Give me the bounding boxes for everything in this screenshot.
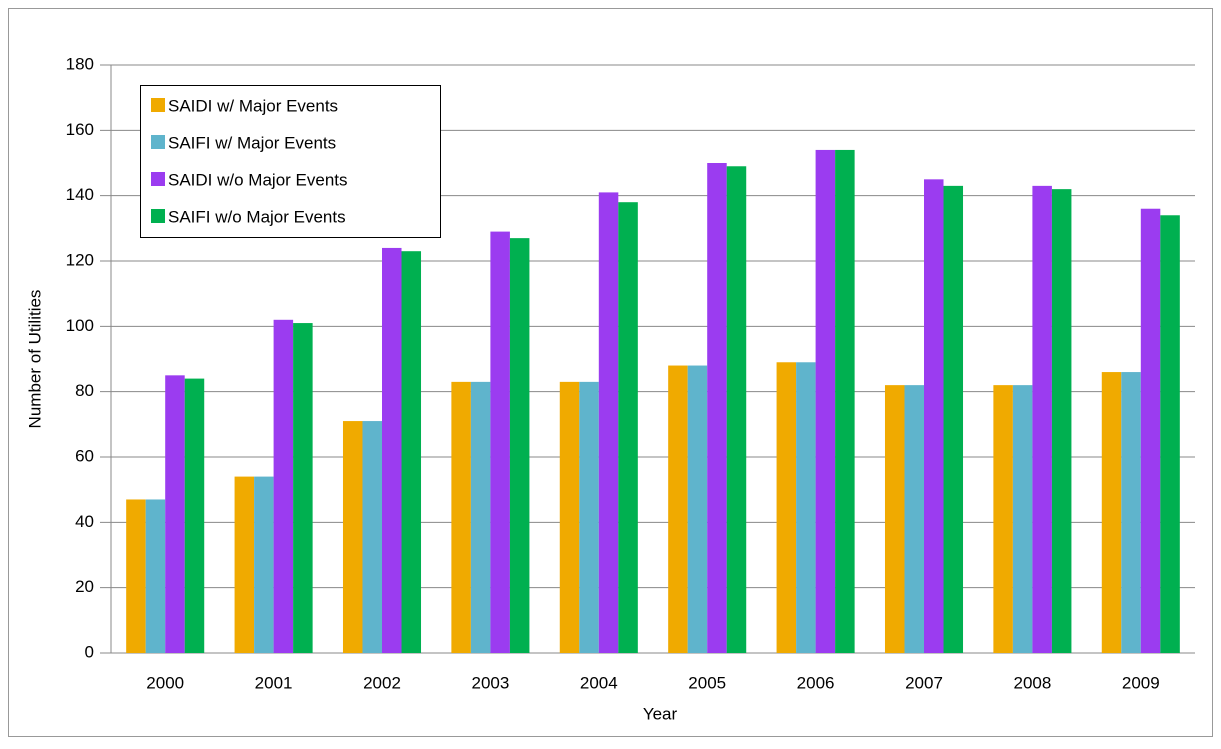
legend-swatch (151, 98, 165, 112)
bar (1012, 385, 1033, 653)
bar (993, 385, 1013, 653)
x-tick-label: 2004 (580, 673, 618, 692)
y-tick-label: 140 (66, 185, 94, 204)
legend-swatch (151, 172, 165, 186)
legend-label: SAIDI w/ Major Events (168, 96, 338, 115)
y-tick-label: 40 (75, 512, 94, 531)
x-tick-label: 2001 (255, 673, 293, 692)
x-axis-label: Year (643, 704, 678, 723)
y-tick-label: 120 (66, 250, 94, 269)
y-tick-label: 80 (75, 381, 94, 400)
y-tick-label: 180 (66, 54, 94, 73)
bar (707, 163, 727, 653)
legend-label: SAIFI w/o Major Events (168, 207, 346, 226)
bar (165, 375, 185, 653)
bar (559, 381, 580, 653)
bar (490, 231, 510, 653)
y-axis-label: Number of Utilities (25, 290, 44, 429)
x-tick-label: 2002 (363, 673, 401, 692)
x-tick-label: 2006 (797, 673, 835, 692)
bar (401, 251, 422, 653)
y-tick-label: 20 (75, 577, 94, 596)
bar (726, 166, 747, 653)
x-tick-label: 2008 (1013, 673, 1051, 692)
bar (796, 362, 816, 653)
bar (815, 149, 836, 653)
bar (1121, 372, 1141, 653)
x-tick-label: 2007 (905, 673, 943, 692)
bar (598, 192, 619, 653)
legend-label: SAIFI w/ Major Events (168, 133, 336, 152)
bar (668, 365, 688, 653)
bar (1032, 185, 1052, 653)
bar (382, 247, 402, 653)
bar (1160, 215, 1180, 653)
legend-swatch (151, 135, 165, 149)
x-tick-label: 2005 (688, 673, 726, 692)
bar (273, 319, 294, 653)
bar (293, 323, 313, 653)
bar (470, 381, 491, 653)
bar (776, 362, 797, 653)
bar (579, 381, 599, 653)
bar (451, 381, 471, 653)
bar (618, 202, 638, 653)
bar (924, 179, 944, 654)
bar (254, 476, 274, 653)
bar (342, 421, 363, 653)
legend-label: SAIDI w/o Major Events (168, 170, 348, 189)
legend-swatch (151, 209, 165, 223)
bar (687, 365, 708, 653)
x-tick-label: 2000 (146, 673, 184, 692)
bar (362, 421, 382, 653)
bar (145, 499, 166, 653)
bar (234, 476, 255, 653)
y-tick-label: 160 (66, 120, 94, 139)
bar (943, 185, 964, 653)
bar (1101, 372, 1122, 653)
bar (1051, 189, 1072, 653)
bar (509, 238, 530, 653)
y-tick-label: 100 (66, 316, 94, 335)
y-tick-label: 60 (75, 446, 94, 465)
y-tick-label: 0 (85, 642, 94, 661)
x-tick-label: 2009 (1122, 673, 1160, 692)
bar (126, 499, 146, 653)
bar (904, 385, 924, 653)
bar (1140, 208, 1161, 653)
legend-box (140, 85, 441, 238)
bar (835, 149, 855, 653)
x-tick-label: 2003 (471, 673, 509, 692)
bar (184, 378, 205, 653)
bar (884, 385, 905, 653)
